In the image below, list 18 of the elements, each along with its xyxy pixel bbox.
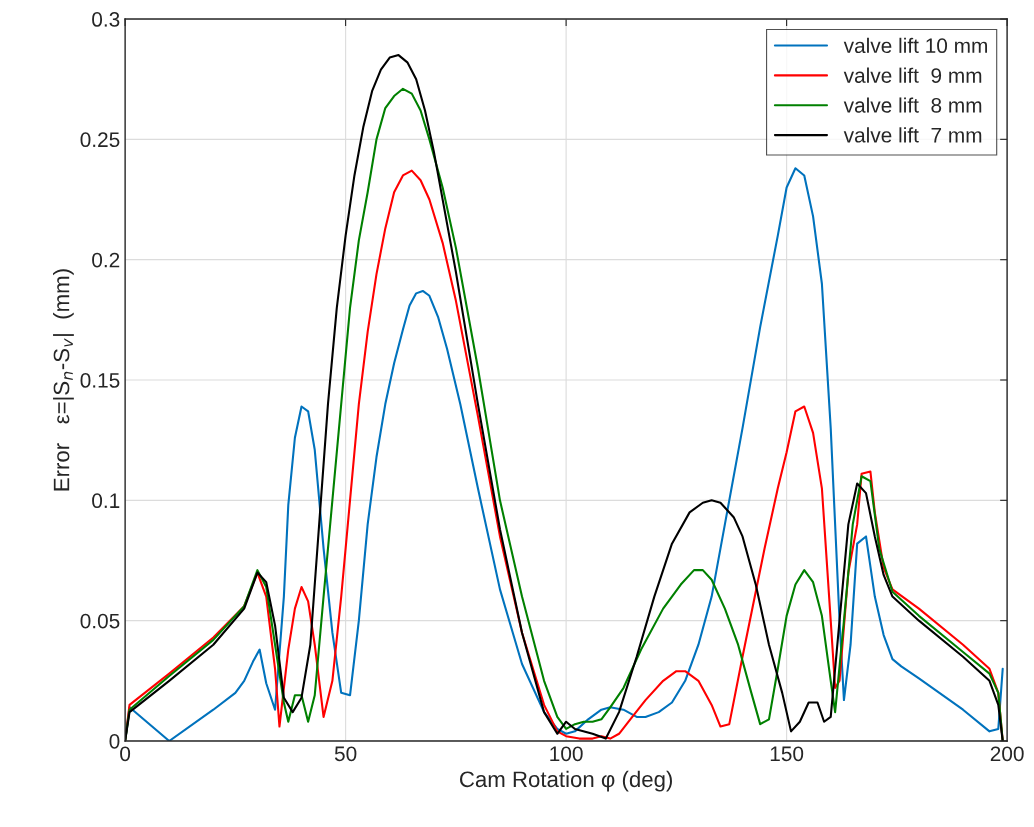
legend-label: valve lift 7 mm xyxy=(843,127,982,143)
y-tick-label: 0.25 xyxy=(80,132,120,148)
y-axis-title: Error ε=|S$_{n}$-S$_{v}$| (mm) xyxy=(53,269,74,491)
legend-label: valve lift 9 mm xyxy=(843,67,982,83)
y-tick-label: 0 xyxy=(109,733,120,749)
y-tick-label: 0.15 xyxy=(80,373,120,388)
y-tick-label: 0.05 xyxy=(80,613,120,629)
x-tick-label: 50 xyxy=(334,746,357,762)
x-tick-label: 150 xyxy=(770,746,804,762)
legend-label: valve lift 8 mm xyxy=(843,97,982,113)
legend-label: valve lift 10 mm xyxy=(843,37,987,54)
x-tick-label: 200 xyxy=(990,746,1024,762)
y-tick-label: 0.1 xyxy=(92,493,120,509)
y-tick-label: 0.3 xyxy=(92,12,120,27)
y-tick-label: 0.2 xyxy=(92,252,120,268)
x-tick-label: 0 xyxy=(120,746,131,762)
x-tick-label: 100 xyxy=(550,746,583,762)
x-axis-title: Cam Rotation φ (deg) xyxy=(460,770,672,792)
